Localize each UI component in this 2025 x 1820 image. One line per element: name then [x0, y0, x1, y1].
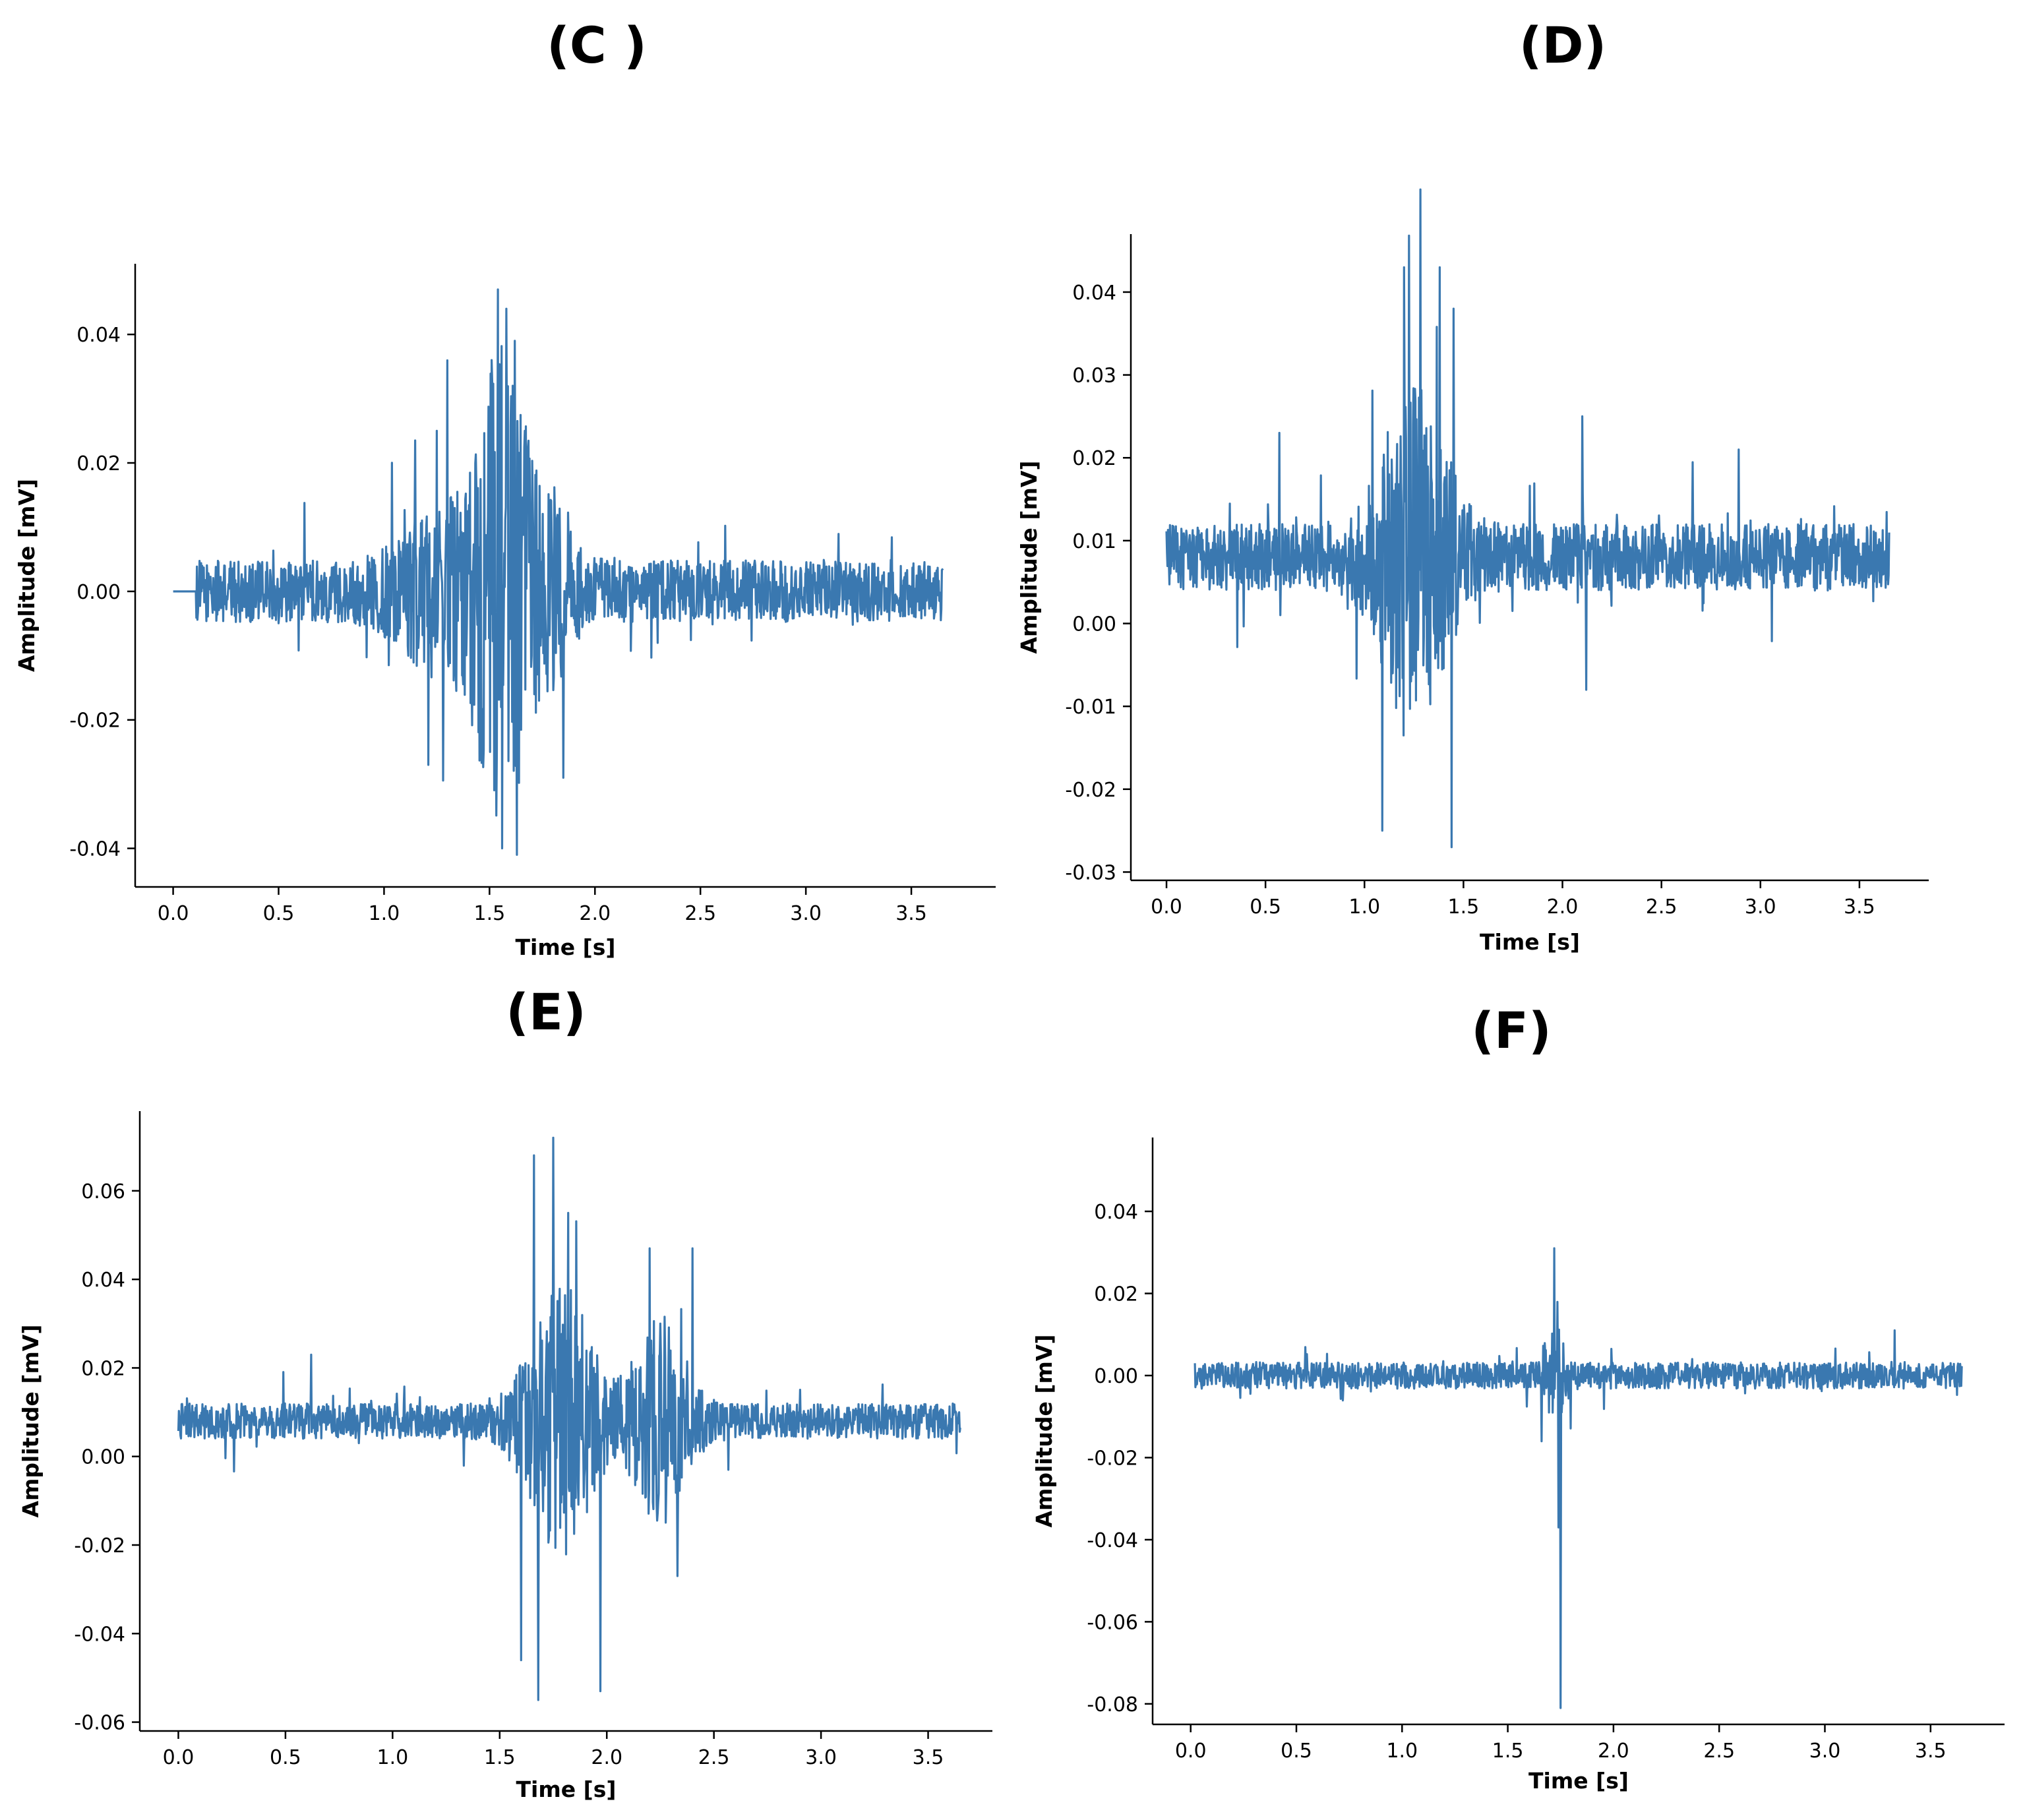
- x-tick-label: 1.5: [1448, 895, 1480, 919]
- x-axis-label: Time [s]: [1480, 929, 1580, 955]
- x-tick-label: 0.5: [1281, 1740, 1312, 1763]
- y-tick-label: 0.02: [76, 452, 121, 475]
- y-tick-label: 0.02: [1094, 1283, 1138, 1306]
- x-tick-label: 3.5: [895, 902, 927, 925]
- y-tick-label: -0.02: [1087, 1447, 1138, 1470]
- chart-panel-c: 0.0 0.5 1.0 1.5 2.0 2.5 3.0 3.5 -0.04 -0.02 0.00 0.…: [14, 264, 996, 960]
- y-tick-label: 0.00: [81, 1446, 125, 1469]
- x-tick-label: 3.0: [790, 902, 822, 925]
- y-tick-label: 0.00: [1094, 1365, 1138, 1388]
- x-tick-label: 3.5: [913, 1746, 944, 1769]
- x-tick-label: 1.0: [377, 1746, 408, 1769]
- x-tick-label: 1.0: [1386, 1740, 1418, 1763]
- x-axis-label: Time [s]: [516, 1776, 617, 1802]
- chart-panel-e: 0.0 0.5 1.0 1.5 2.0 2.5 3.0 3.5 -0.06 -0.04 -0.02 0…: [18, 1111, 992, 1802]
- y-axis-label: Amplitude [mV]: [18, 1324, 44, 1517]
- y-tick-label: 0.02: [1072, 447, 1116, 470]
- x-tick-label: 1.0: [1348, 895, 1380, 919]
- y-tick-label: 0.02: [81, 1357, 125, 1380]
- x-tick-label: 2.5: [698, 1746, 730, 1769]
- y-tick-label: -0.06: [1087, 1611, 1138, 1634]
- chart-panel-d: 0.0 0.5 1.0 1.5 2.0 2.5 3.0 3.5 -0.03 -0.02 -0.01 0…: [1016, 188, 1929, 955]
- y-tick-label: 0.06: [81, 1180, 125, 1203]
- y-tick-label: -0.06: [74, 1712, 125, 1735]
- signal-line-e: [177, 1136, 961, 1701]
- x-tick-label: 1.5: [1492, 1740, 1524, 1763]
- y-tick-label: -0.02: [74, 1534, 125, 1558]
- y-tick-label: -0.02: [69, 710, 121, 733]
- x-tick-label: 0.0: [158, 902, 189, 925]
- y-tick-label: -0.04: [74, 1623, 125, 1646]
- y-tick-label: 0.04: [1072, 282, 1116, 305]
- y-tick-label: 0.04: [81, 1269, 125, 1292]
- chart-panel-f: 0.0 0.5 1.0 1.5 2.0 2.5 3.0 3.5 -0.08 -0.06 -0.04 -…: [1031, 1138, 2005, 1794]
- x-tick-label: 2.0: [1547, 895, 1579, 919]
- y-tick-label: -0.04: [1087, 1529, 1138, 1552]
- x-tick-label: 2.5: [1646, 895, 1677, 919]
- y-axis-label: Amplitude [mV]: [14, 479, 40, 672]
- y-tick-label: -0.03: [1065, 861, 1116, 884]
- x-tick-label: 3.5: [1844, 895, 1875, 919]
- x-axis-label: Time [s]: [516, 934, 616, 960]
- signal-line-c: [172, 288, 944, 856]
- x-tick-label: 1.0: [369, 902, 400, 925]
- y-tick-label: 0.03: [1072, 365, 1116, 388]
- x-axis-label: Time [s]: [1528, 1768, 1629, 1794]
- x-tick-label: 0.0: [1151, 895, 1182, 919]
- x-tick-label: 2.0: [1598, 1740, 1629, 1763]
- y-tick-label: 0.01: [1072, 530, 1116, 553]
- x-tick-label: 0.5: [270, 1746, 301, 1769]
- x-tick-label: 1.5: [484, 1746, 516, 1769]
- x-tick-label: 0.5: [1250, 895, 1281, 919]
- y-tick-label: -0.08: [1087, 1693, 1138, 1716]
- x-tick-label: 2.5: [1703, 1740, 1735, 1763]
- panel-title-d: (D): [1519, 16, 1607, 75]
- signal-line-d: [1165, 188, 1890, 849]
- y-axis-label: Amplitude [mV]: [1031, 1334, 1057, 1527]
- y-tick-label: 0.04: [1094, 1201, 1138, 1224]
- x-tick-label: 1.5: [473, 902, 505, 925]
- x-tick-label: 0.5: [263, 902, 295, 925]
- x-tick-label: 3.5: [1915, 1740, 1947, 1763]
- x-tick-label: 2.0: [579, 902, 611, 925]
- x-tick-label: 0.0: [1175, 1740, 1207, 1763]
- x-tick-label: 0.0: [163, 1746, 195, 1769]
- panel-title-c: (C ): [547, 16, 647, 75]
- x-tick-label: 2.0: [591, 1746, 622, 1769]
- y-tick-label: 0.04: [76, 324, 121, 347]
- panel-title-e: (E): [506, 983, 586, 1041]
- x-tick-label: 2.5: [684, 902, 716, 925]
- y-tick-label: 0.00: [76, 581, 121, 604]
- y-tick-label: 0.00: [1072, 613, 1116, 636]
- y-axis-label: Amplitude [mV]: [1016, 460, 1042, 653]
- y-tick-label: -0.04: [69, 838, 121, 861]
- x-tick-label: 3.0: [805, 1746, 837, 1769]
- y-tick-label: -0.02: [1065, 779, 1116, 802]
- signal-line-f: [1194, 1247, 1964, 1709]
- x-tick-label: 3.0: [1809, 1740, 1841, 1763]
- y-tick-label: -0.01: [1065, 696, 1116, 719]
- x-tick-label: 3.0: [1745, 895, 1776, 919]
- panel-title-f: (F): [1471, 1001, 1552, 1060]
